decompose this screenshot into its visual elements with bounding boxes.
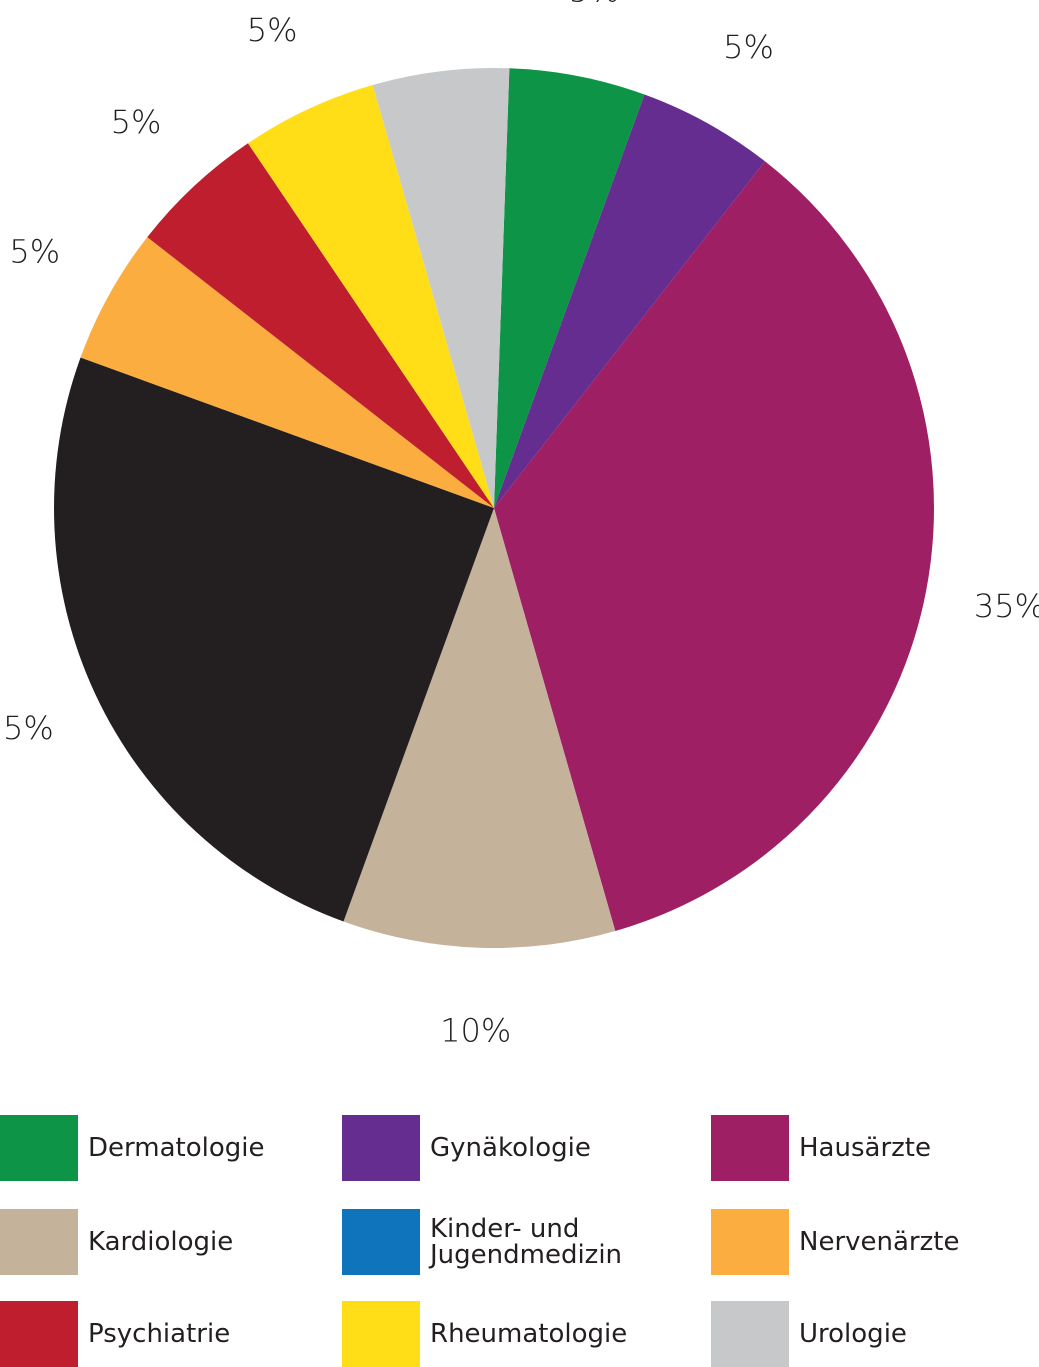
legend-label: Gynäkologie — [430, 1133, 591, 1163]
slice-label-hausaerzte: 35% — [974, 587, 1039, 625]
legend-item-urologie: Urologie — [711, 1301, 907, 1367]
pie-slice-gynaekologie — [494, 94, 765, 508]
legend-label: Urologie — [799, 1319, 907, 1349]
legend-label: Kardiologie — [88, 1227, 234, 1257]
slice-label-gynaekologie: 5% — [723, 28, 774, 66]
slice-label-uncategorized-dark-slice: 25% — [0, 709, 54, 747]
slice-label-nervenaerzte: 5% — [9, 233, 60, 271]
legend-item-dermatologie: Dermatologie — [0, 1115, 264, 1181]
legend-swatch — [711, 1209, 789, 1275]
legend-swatch — [0, 1301, 78, 1367]
legend-swatch — [342, 1115, 420, 1181]
legend-swatch — [342, 1209, 420, 1275]
pie-slice-uncategorized-dark-slice — [54, 357, 495, 922]
pie-slice-hausaerzte — [494, 161, 934, 931]
legend-swatch — [711, 1115, 789, 1181]
legend-label: Rheumatologie — [430, 1319, 628, 1349]
legend-item-kinder-und-jugendmedizin: Kinder- und Jugendmedizin — [342, 1209, 622, 1275]
pie-slice-nervenaerzte — [80, 237, 494, 509]
legend-swatch — [0, 1115, 78, 1181]
pie-slice-rheumatologie — [247, 85, 494, 508]
legend-label: Psychiatrie — [88, 1319, 231, 1349]
legend-item-nervenaerzte: Nervenärzte — [711, 1209, 959, 1275]
pie-slice-kardiologie — [343, 508, 616, 949]
legend-item-hausaerzte: Hausärzte — [711, 1115, 931, 1181]
legend-label: Kinder- und Jugendmedizin — [430, 1214, 623, 1270]
slice-label-rheumatologie: 5% — [247, 11, 298, 49]
legend-label: Hausärzte — [799, 1133, 931, 1163]
pie-slices — [54, 68, 934, 949]
pie-slice-psychiatrie — [147, 143, 494, 508]
legend-label: Nervenärzte — [799, 1227, 960, 1257]
slice-label-psychiatrie: 5% — [111, 103, 162, 141]
legend-swatch — [0, 1209, 78, 1275]
legend-item-psychiatrie: Psychiatrie — [0, 1301, 230, 1367]
legend-label: Dermatologie — [88, 1133, 265, 1163]
slice-label-dermatologie: 5% — [569, 0, 620, 10]
pie-slice-dermatologie — [494, 68, 645, 509]
pie-chart: 5% 5% 35% 10% 25% 5% 5% 5% 5% — [0, 0, 1039, 1050]
slice-label-urologie: 5% — [405, 0, 456, 4]
slice-label-kardiologie: 10% — [440, 1012, 511, 1050]
legend-item-kardiologie: Kardiologie — [0, 1209, 233, 1275]
legend-item-gynaekologie: Gynäkologie — [342, 1115, 591, 1181]
legend-item-rheumatologie: Rheumatologie — [342, 1301, 627, 1367]
legend-swatch — [711, 1301, 789, 1367]
pie-slice-urologie — [372, 68, 510, 509]
pie-labels: 5% 5% 35% 10% 25% 5% 5% 5% 5% — [0, 0, 1039, 1050]
legend-swatch — [342, 1301, 420, 1367]
